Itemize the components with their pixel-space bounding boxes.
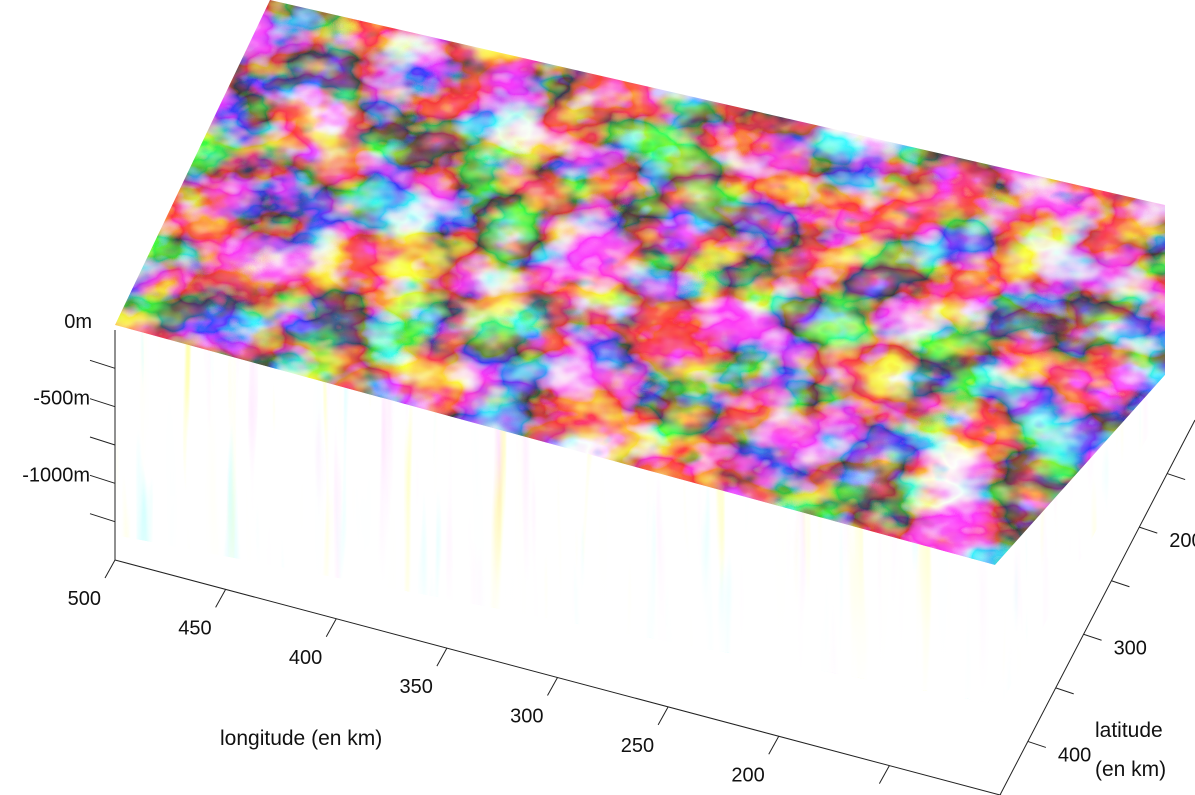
longitude-tick-label: 250 (621, 735, 654, 757)
longitude-tick (215, 589, 227, 608)
depth-tick (89, 398, 116, 408)
latitude-tick (1166, 473, 1186, 481)
longitude-tick (104, 559, 116, 579)
longitude-tick (325, 618, 337, 637)
longitude-tick-label: 350 (400, 676, 433, 698)
longitude-axis-label: longitude (en km) (220, 727, 382, 750)
longitude-tick (547, 677, 558, 696)
latitude-tick-label: 400 (1058, 744, 1091, 766)
longitude-tick-label: 450 (178, 617, 211, 639)
longitude-tick (436, 647, 448, 667)
depth-tick (89, 513, 116, 523)
longitude-tick-label: 400 (289, 647, 322, 669)
depth-tick (89, 359, 116, 369)
depth-tick (89, 436, 116, 446)
latitude-axis-label-units: (en km) (1095, 758, 1166, 781)
latitude-tick (1111, 580, 1130, 588)
longitude-tick-label: 500 (68, 588, 101, 610)
depth-tick-label: -500m (33, 388, 90, 410)
longitude-tick-label: 150 (842, 794, 875, 795)
latitude-tick (1027, 740, 1047, 748)
axes-layer: 0m -500m -1000m 500 450 400 350 300 250 200 150 lon… (22, 311, 1195, 795)
latitude-tick (1055, 687, 1074, 695)
longitude-tick (657, 706, 669, 726)
depth-tick (89, 474, 116, 484)
latitude-tick (1083, 633, 1102, 641)
depth-tick-label: 0m (64, 311, 92, 333)
latitude-axis-line (999, 419, 1195, 795)
latitude-tick (1139, 526, 1158, 534)
longitude-tick-label: 300 (510, 706, 543, 728)
longitude-tick (768, 736, 780, 755)
latitude-axis-label: latitude (1095, 719, 1163, 742)
depth-tick-label: -1000m (22, 464, 90, 486)
longitude-tick (878, 765, 890, 784)
latitude-tick-label: 200 (1169, 530, 1195, 552)
latitude-tick-label: 300 (1114, 637, 1147, 659)
longitude-tick-label: 200 (731, 764, 764, 786)
